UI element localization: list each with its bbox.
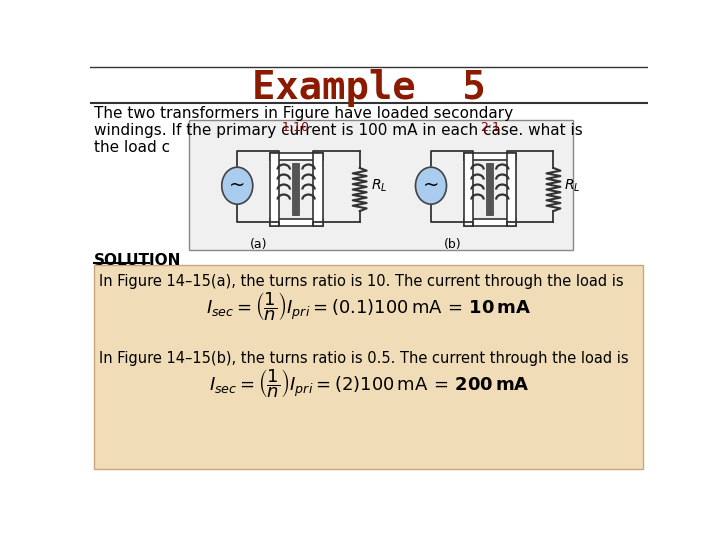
FancyBboxPatch shape bbox=[94, 265, 642, 469]
Text: 1:10: 1:10 bbox=[282, 121, 310, 134]
Text: ~: ~ bbox=[423, 176, 439, 195]
Text: $R_L$: $R_L$ bbox=[371, 178, 387, 194]
Bar bbox=[464, 153, 516, 160]
Text: 2:1: 2:1 bbox=[480, 121, 500, 134]
Text: $I_{sec} = \left(\dfrac{1}{n}\right)I_{pri} = (0.1)100\,\mathrm{mA}\, =\, \mathb: $I_{sec} = \left(\dfrac{1}{n}\right)I_{p… bbox=[207, 289, 531, 322]
Text: The two transformers in Figure have loaded secondary
windings. If the primary cu: The two transformers in Figure have load… bbox=[94, 106, 582, 156]
Bar bbox=[270, 219, 323, 226]
Bar bbox=[464, 153, 473, 226]
Ellipse shape bbox=[415, 167, 446, 204]
Bar bbox=[270, 153, 279, 226]
Bar bbox=[507, 153, 516, 226]
Text: ~: ~ bbox=[229, 176, 246, 195]
Text: In Figure 14–15(a), the turns ratio is 10. The current through the load is: In Figure 14–15(a), the turns ratio is 1… bbox=[99, 274, 624, 289]
FancyBboxPatch shape bbox=[189, 120, 573, 249]
Bar bbox=[464, 219, 516, 226]
Bar bbox=[313, 153, 323, 226]
Text: $R_L$: $R_L$ bbox=[564, 178, 581, 194]
Text: In Figure 14–15(b), the turns ratio is 0.5. The current through the load is: In Figure 14–15(b), the turns ratio is 0… bbox=[99, 351, 629, 366]
Text: Example  5: Example 5 bbox=[252, 69, 486, 107]
Text: $I_{sec} = \left(\dfrac{1}{n}\right)I_{pri} = (2)100\,\mathrm{mA}\, =\, \mathbf{: $I_{sec} = \left(\dfrac{1}{n}\right)I_{p… bbox=[209, 367, 529, 400]
Ellipse shape bbox=[222, 167, 253, 204]
Text: SOLUTION: SOLUTION bbox=[94, 253, 181, 268]
Bar bbox=[270, 153, 323, 160]
Text: (a): (a) bbox=[251, 238, 268, 251]
Text: (b): (b) bbox=[444, 238, 462, 251]
